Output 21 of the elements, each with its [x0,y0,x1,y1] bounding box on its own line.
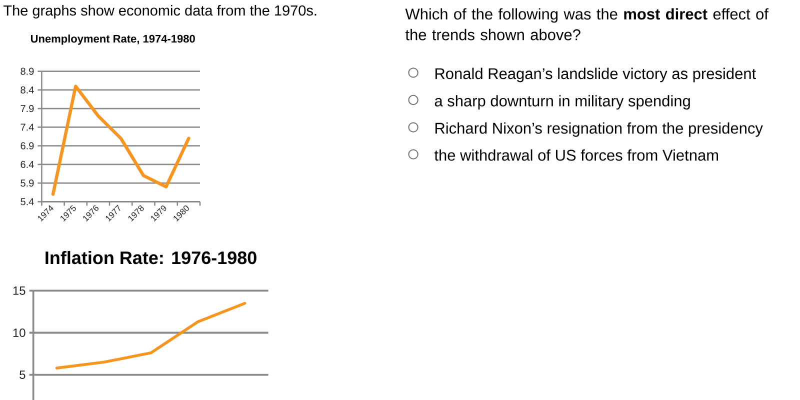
y-tick-label: 5.4 [20,198,34,206]
y-tick-label: 8.9 [20,68,34,75]
y-tick-label: 10 [13,328,26,337]
y-tick-label: 8.4 [20,86,34,94]
text: The graphs show economic data from the 1970s. [4,4,316,19]
line-series [51,84,190,196]
y-tick-label: 5.9 [20,180,34,187]
y-tick-label: 6.4 [20,160,34,168]
text: Richard Nixon’s resignation from the presidency [435,122,763,137]
y-tick-label: 15 [13,286,26,295]
text: a sharp downturn in military spending [434,95,690,110]
y-tick-label: 7.4 [20,124,34,131]
chart-title: Inflation Rate: 1976-1980 [46,250,256,264]
text: the withdrawal of US forces from Vietnam [434,149,718,161]
y-tick-label: 6.9 [20,142,34,150]
y-tick-label: 7.9 [20,105,34,112]
text: Ronald Reagan’s landslide victory as president [435,68,756,82]
line-series [55,302,246,370]
y-tick-label: 5 [20,370,26,379]
chart-title: Which of the following was the most direct effect of the trends shown above? [405,8,768,40]
chart-title: Unemployment Rate, 1974-1980 [30,34,195,45]
